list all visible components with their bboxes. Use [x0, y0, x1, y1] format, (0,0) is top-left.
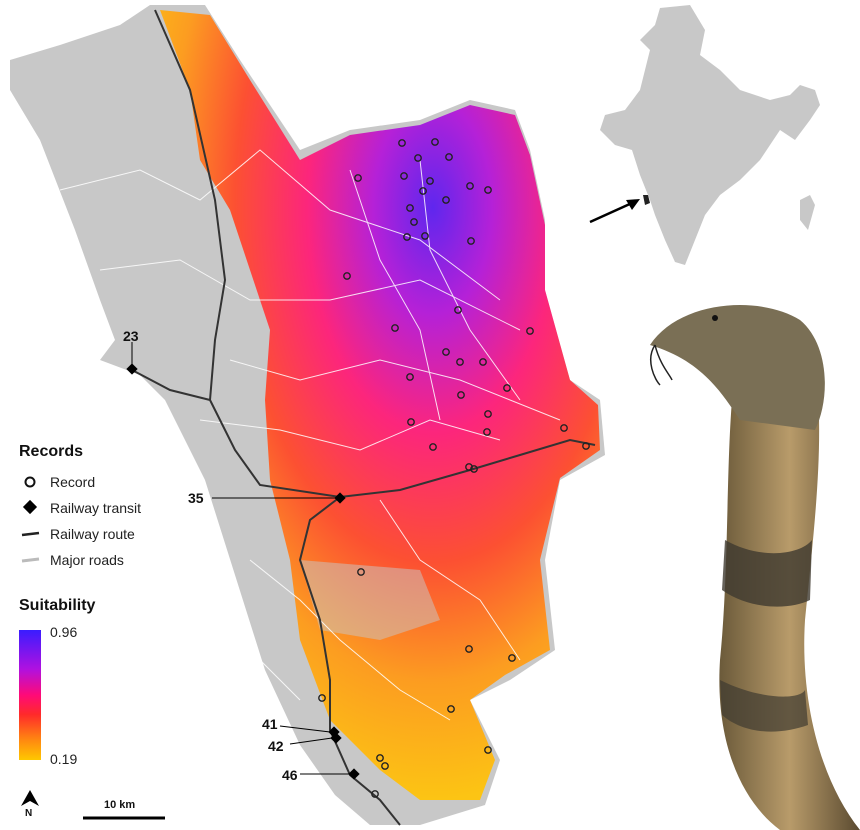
record-marker	[483, 428, 491, 436]
record-marker	[582, 442, 590, 450]
road	[59, 149, 501, 301]
transit-46	[348, 768, 360, 780]
road	[229, 359, 561, 421]
records-legend-title: Records	[19, 443, 84, 460]
record-marker	[376, 754, 384, 762]
railway-legend-icon	[21, 531, 40, 537]
scale-max-label: 0.96	[50, 624, 78, 640]
road	[199, 419, 501, 451]
record-marker	[484, 746, 492, 754]
record-marker	[406, 373, 414, 381]
record-marker	[526, 327, 534, 335]
record-marker	[391, 324, 399, 332]
record-marker	[419, 187, 427, 195]
legend-record-label: Record	[50, 474, 96, 490]
record-marker	[467, 237, 475, 245]
record-marker	[457, 391, 465, 399]
record-marker	[442, 348, 450, 356]
record-marker	[429, 443, 437, 451]
road	[249, 559, 451, 721]
record-marker	[465, 645, 473, 653]
leader-lines	[131, 342, 350, 775]
goa-highlight	[643, 195, 650, 205]
diamond-legend-icon	[22, 499, 38, 515]
record-marker	[414, 154, 422, 162]
record-marker	[470, 465, 478, 473]
record-marker	[503, 384, 511, 392]
record-marker	[445, 153, 453, 161]
record-marker	[343, 272, 351, 280]
road	[349, 169, 441, 421]
legend-transit-label: Railway transit	[50, 500, 142, 516]
record-marker	[454, 306, 462, 314]
record-marker	[484, 410, 492, 418]
legend-roads-label: Major roads	[50, 552, 124, 568]
transit-label-41: 41	[262, 716, 278, 732]
record-marker	[357, 568, 365, 576]
transit-35	[334, 492, 346, 504]
road	[99, 259, 521, 331]
transit-label-42: 42	[268, 738, 284, 754]
records-layer	[318, 138, 590, 798]
record-marker	[479, 358, 487, 366]
record-marker	[400, 172, 408, 180]
locator-arrow	[589, 201, 633, 224]
record-marker	[560, 424, 568, 432]
transit-label-35: 35	[188, 490, 204, 506]
suitability-surface	[160, 10, 600, 800]
record-legend-icon	[24, 476, 36, 488]
record-marker	[442, 196, 450, 204]
transit-42	[330, 732, 342, 744]
record-marker	[508, 654, 516, 662]
record-marker	[318, 694, 326, 702]
north-arrow-icon	[21, 790, 39, 806]
record-marker	[431, 138, 439, 146]
record-marker	[447, 705, 455, 713]
scale-min-label: 0.19	[50, 751, 78, 767]
major-roads	[59, 149, 561, 721]
record-marker	[407, 418, 415, 426]
king-cobra-image	[650, 305, 860, 830]
record-marker	[421, 232, 429, 240]
arrow-head-icon	[626, 199, 640, 210]
suitability-legend-title: Suitability	[19, 597, 96, 614]
legend-railway-label: Railway route	[50, 526, 135, 542]
transit-label-46: 46	[282, 767, 298, 783]
record-marker	[403, 233, 411, 241]
record-marker	[398, 139, 406, 147]
record-marker	[426, 177, 434, 185]
record-marker	[484, 186, 492, 194]
record-marker	[371, 790, 379, 798]
suitability-colorbar	[19, 630, 41, 760]
road	[419, 159, 521, 401]
railway-transits	[126, 363, 360, 780]
record-marker	[410, 218, 418, 226]
record-marker	[466, 182, 474, 190]
road	[229, 619, 301, 701]
record-marker	[406, 204, 414, 212]
transit-label-23: 23	[123, 328, 139, 344]
record-marker	[354, 174, 362, 182]
road	[379, 499, 521, 661]
scale-bar-label: 10 km	[104, 799, 136, 811]
record-marker	[456, 358, 464, 366]
unsuitable-patch	[300, 560, 440, 640]
railway-route	[131, 9, 596, 826]
india-inset-map	[600, 5, 820, 265]
record-marker	[381, 762, 389, 770]
roads-legend-icon	[21, 557, 40, 563]
north-label: N	[25, 808, 33, 819]
